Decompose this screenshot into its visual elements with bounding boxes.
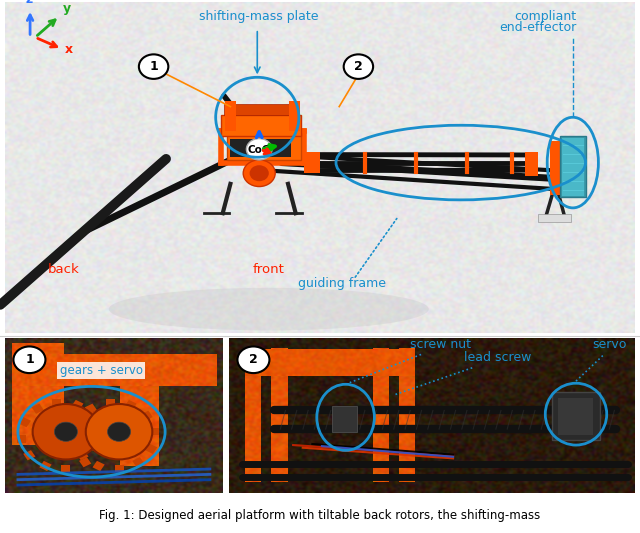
Text: 1: 1 bbox=[25, 353, 34, 366]
Bar bbox=[304, 152, 320, 173]
Bar bbox=[19, 417, 31, 427]
Bar bbox=[332, 406, 357, 432]
Bar bbox=[97, 428, 106, 435]
Bar bbox=[115, 465, 124, 472]
Text: 2: 2 bbox=[354, 60, 363, 73]
Text: CoG: CoG bbox=[248, 145, 271, 155]
Bar bbox=[230, 139, 291, 157]
Circle shape bbox=[246, 139, 272, 160]
Bar bbox=[145, 443, 157, 454]
Bar bbox=[224, 104, 298, 115]
Bar bbox=[17, 435, 26, 443]
Text: back: back bbox=[48, 263, 80, 276]
Text: screw nut: screw nut bbox=[410, 338, 471, 351]
Text: Fig. 1: Designed aerial platform with tiltable back rotors, the shifting-mass: Fig. 1: Designed aerial platform with ti… bbox=[99, 509, 541, 522]
Bar bbox=[79, 457, 92, 467]
Bar bbox=[70, 435, 79, 443]
Circle shape bbox=[54, 422, 77, 441]
Circle shape bbox=[108, 422, 131, 441]
Circle shape bbox=[237, 346, 269, 373]
Bar bbox=[5, 3, 635, 333]
Bar bbox=[92, 443, 104, 454]
Bar bbox=[150, 428, 159, 435]
Text: front: front bbox=[253, 263, 285, 276]
Bar bbox=[562, 138, 584, 196]
Ellipse shape bbox=[109, 288, 429, 330]
Bar bbox=[525, 152, 538, 176]
Circle shape bbox=[243, 160, 275, 187]
Bar bbox=[225, 101, 236, 131]
Bar bbox=[31, 403, 44, 414]
Text: gears + servo: gears + servo bbox=[60, 364, 143, 377]
Bar bbox=[39, 461, 52, 471]
Bar bbox=[538, 214, 571, 222]
Bar bbox=[221, 115, 301, 136]
Bar bbox=[88, 410, 100, 421]
Bar bbox=[550, 141, 560, 195]
Text: x: x bbox=[65, 43, 72, 56]
Circle shape bbox=[250, 165, 269, 181]
Bar bbox=[76, 450, 88, 461]
Bar bbox=[558, 398, 593, 435]
Bar bbox=[72, 417, 84, 427]
Circle shape bbox=[13, 346, 45, 373]
Text: 2: 2 bbox=[249, 353, 258, 366]
Bar bbox=[23, 450, 35, 461]
Bar bbox=[84, 403, 97, 414]
Circle shape bbox=[86, 404, 152, 459]
Bar bbox=[552, 392, 600, 440]
Circle shape bbox=[33, 404, 99, 459]
Bar bbox=[61, 465, 70, 472]
Circle shape bbox=[344, 54, 373, 79]
Text: servo: servo bbox=[592, 338, 627, 351]
Text: 1: 1 bbox=[149, 60, 158, 73]
Bar bbox=[71, 400, 83, 410]
Bar bbox=[132, 457, 145, 467]
Bar bbox=[52, 399, 61, 406]
Circle shape bbox=[139, 54, 168, 79]
Text: end-effector: end-effector bbox=[499, 21, 576, 34]
Text: z: z bbox=[25, 0, 33, 6]
Bar bbox=[106, 399, 115, 406]
Bar bbox=[289, 101, 300, 131]
Text: lead screw: lead screw bbox=[464, 351, 532, 364]
Text: compliant: compliant bbox=[514, 10, 576, 23]
Text: guiding frame: guiding frame bbox=[298, 277, 387, 290]
Bar bbox=[92, 461, 105, 471]
Bar bbox=[124, 400, 137, 410]
Bar bbox=[141, 410, 153, 421]
Bar bbox=[560, 136, 586, 197]
Text: shifting-mass plate: shifting-mass plate bbox=[200, 10, 319, 23]
Bar bbox=[227, 133, 301, 160]
Text: y: y bbox=[63, 2, 71, 15]
